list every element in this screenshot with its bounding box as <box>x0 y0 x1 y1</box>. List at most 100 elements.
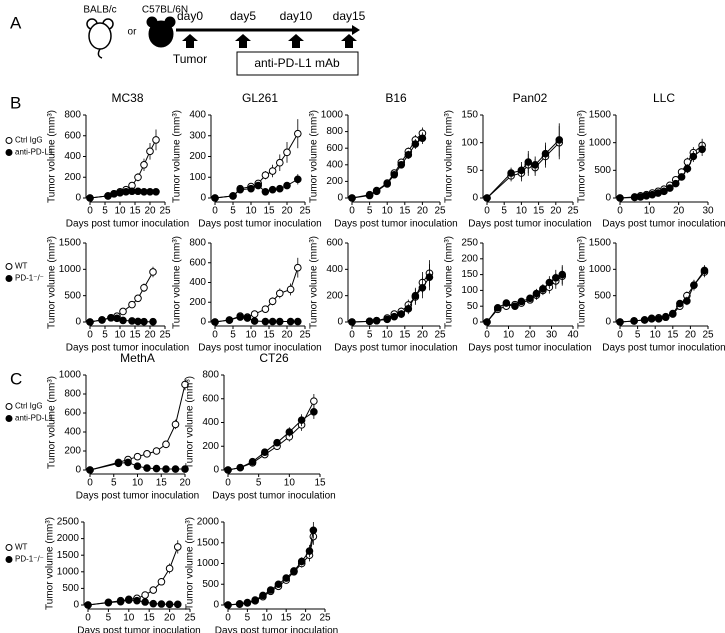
data-point <box>390 312 399 321</box>
data-point <box>268 317 277 326</box>
series-line <box>214 316 298 323</box>
x-tick-label: 0 <box>225 478 231 489</box>
data-point <box>541 149 550 158</box>
x-tick-label: 10 <box>261 613 273 624</box>
y-tick-label: 0 <box>337 193 343 204</box>
x-tick-label: 25 <box>434 330 446 341</box>
panel-label: C <box>10 369 22 388</box>
data-point <box>110 190 118 198</box>
y-tick-label: 2500 <box>57 517 80 528</box>
data-point <box>418 134 427 143</box>
data-point <box>654 315 663 323</box>
data-point <box>545 278 554 287</box>
data-point <box>162 465 170 473</box>
strain-label: C57BL/6N <box>142 5 188 16</box>
data-point <box>236 463 245 472</box>
data-point <box>671 179 680 188</box>
data-point <box>134 173 142 182</box>
y-tick-label: 50 <box>467 301 479 312</box>
y-tick-label: 1000 <box>321 110 344 121</box>
data-point <box>116 597 125 606</box>
data-point <box>283 148 291 157</box>
y-tick-label: 0 <box>75 465 81 476</box>
y-tick-label: 500 <box>62 583 79 594</box>
data-point <box>365 317 374 326</box>
y-tick-label: 800 <box>326 126 343 137</box>
y-tick-label: 400 <box>64 151 81 162</box>
legend-label: PD-1⁻/⁻ <box>15 274 44 283</box>
x-axis-label: Days post tumor inoculation <box>602 219 725 230</box>
x-tick-label: 40 <box>567 330 579 341</box>
data-point <box>157 600 166 608</box>
data-point <box>236 313 244 321</box>
data-point <box>666 184 674 192</box>
data-point <box>555 136 564 144</box>
data-point <box>259 591 267 600</box>
x-tick-label: 20 <box>300 613 312 624</box>
data-point <box>243 598 252 607</box>
data-point <box>181 465 189 473</box>
data-point <box>124 458 132 467</box>
mouse-black <box>146 16 176 48</box>
data-point <box>250 310 259 318</box>
data-point <box>140 317 148 326</box>
x-tick-label: 25 <box>702 330 714 341</box>
y-tick-label: 0 <box>200 317 206 328</box>
data-point <box>133 596 141 605</box>
data-point <box>133 452 142 461</box>
data-point <box>383 180 392 188</box>
y-tick-label: 800 <box>64 389 81 400</box>
x-axis-label: Days post tumor inoculation <box>215 626 338 633</box>
y-tick-label: 0 <box>75 193 81 204</box>
data-point <box>149 599 158 608</box>
x-axis-label: Days post tumor inoculation <box>602 343 725 354</box>
data-point <box>397 161 406 169</box>
data-point <box>348 194 356 202</box>
x-tick-label: 25 <box>159 206 171 217</box>
chart-title: MethA <box>120 351 155 365</box>
y-tick-label: 50 <box>467 165 479 176</box>
y-tick-label: 0 <box>472 317 478 328</box>
legend-label: WT <box>15 262 28 271</box>
x-tick-label: 10 <box>123 613 135 624</box>
x-tick-label: 0 <box>484 330 490 341</box>
data-point <box>224 601 232 609</box>
panel-label: B <box>10 93 21 112</box>
data-point <box>104 598 113 607</box>
x-axis-label: Days post tumor inoculation <box>334 343 457 354</box>
data-point <box>502 299 511 307</box>
y-tick-label: 2000 <box>197 517 220 528</box>
data-point <box>236 185 244 194</box>
y-tick-label: 0 <box>73 600 79 611</box>
y-tick-label: 300 <box>189 130 206 141</box>
y-tick-label: 200 <box>202 441 219 452</box>
data-point <box>676 299 684 308</box>
x-tick-label: 10 <box>644 206 656 217</box>
y-tick-label: 400 <box>326 264 343 275</box>
x-tick-label: 15 <box>667 330 679 341</box>
x-axis-label: Days post tumor inoculation <box>468 343 591 354</box>
y-tick-label: 400 <box>326 159 343 170</box>
data-point <box>173 543 182 551</box>
x-tick-label: 5 <box>501 206 507 217</box>
y-tick-label: 2000 <box>57 533 80 544</box>
x-tick-label: 20 <box>417 330 429 341</box>
y-tick-label: 200 <box>189 297 206 308</box>
x-tick-label: 15 <box>144 613 156 624</box>
treatment-box <box>236 51 359 76</box>
y-tick-label: 100 <box>189 172 206 183</box>
x-tick-label: 25 <box>159 330 171 341</box>
legend-marker <box>5 403 13 410</box>
x-tick-label: 25 <box>299 330 311 341</box>
x-tick-label: 5 <box>367 330 373 341</box>
series-line <box>87 599 178 606</box>
data-point <box>141 591 149 599</box>
chart-title: GL261 <box>242 91 278 105</box>
data-point <box>86 194 94 202</box>
y-tick-label: 600 <box>326 143 343 154</box>
y-tick-label: 0 <box>213 600 219 611</box>
data-point <box>418 283 427 292</box>
x-tick-label: 20 <box>685 330 697 341</box>
data-point <box>297 557 306 566</box>
